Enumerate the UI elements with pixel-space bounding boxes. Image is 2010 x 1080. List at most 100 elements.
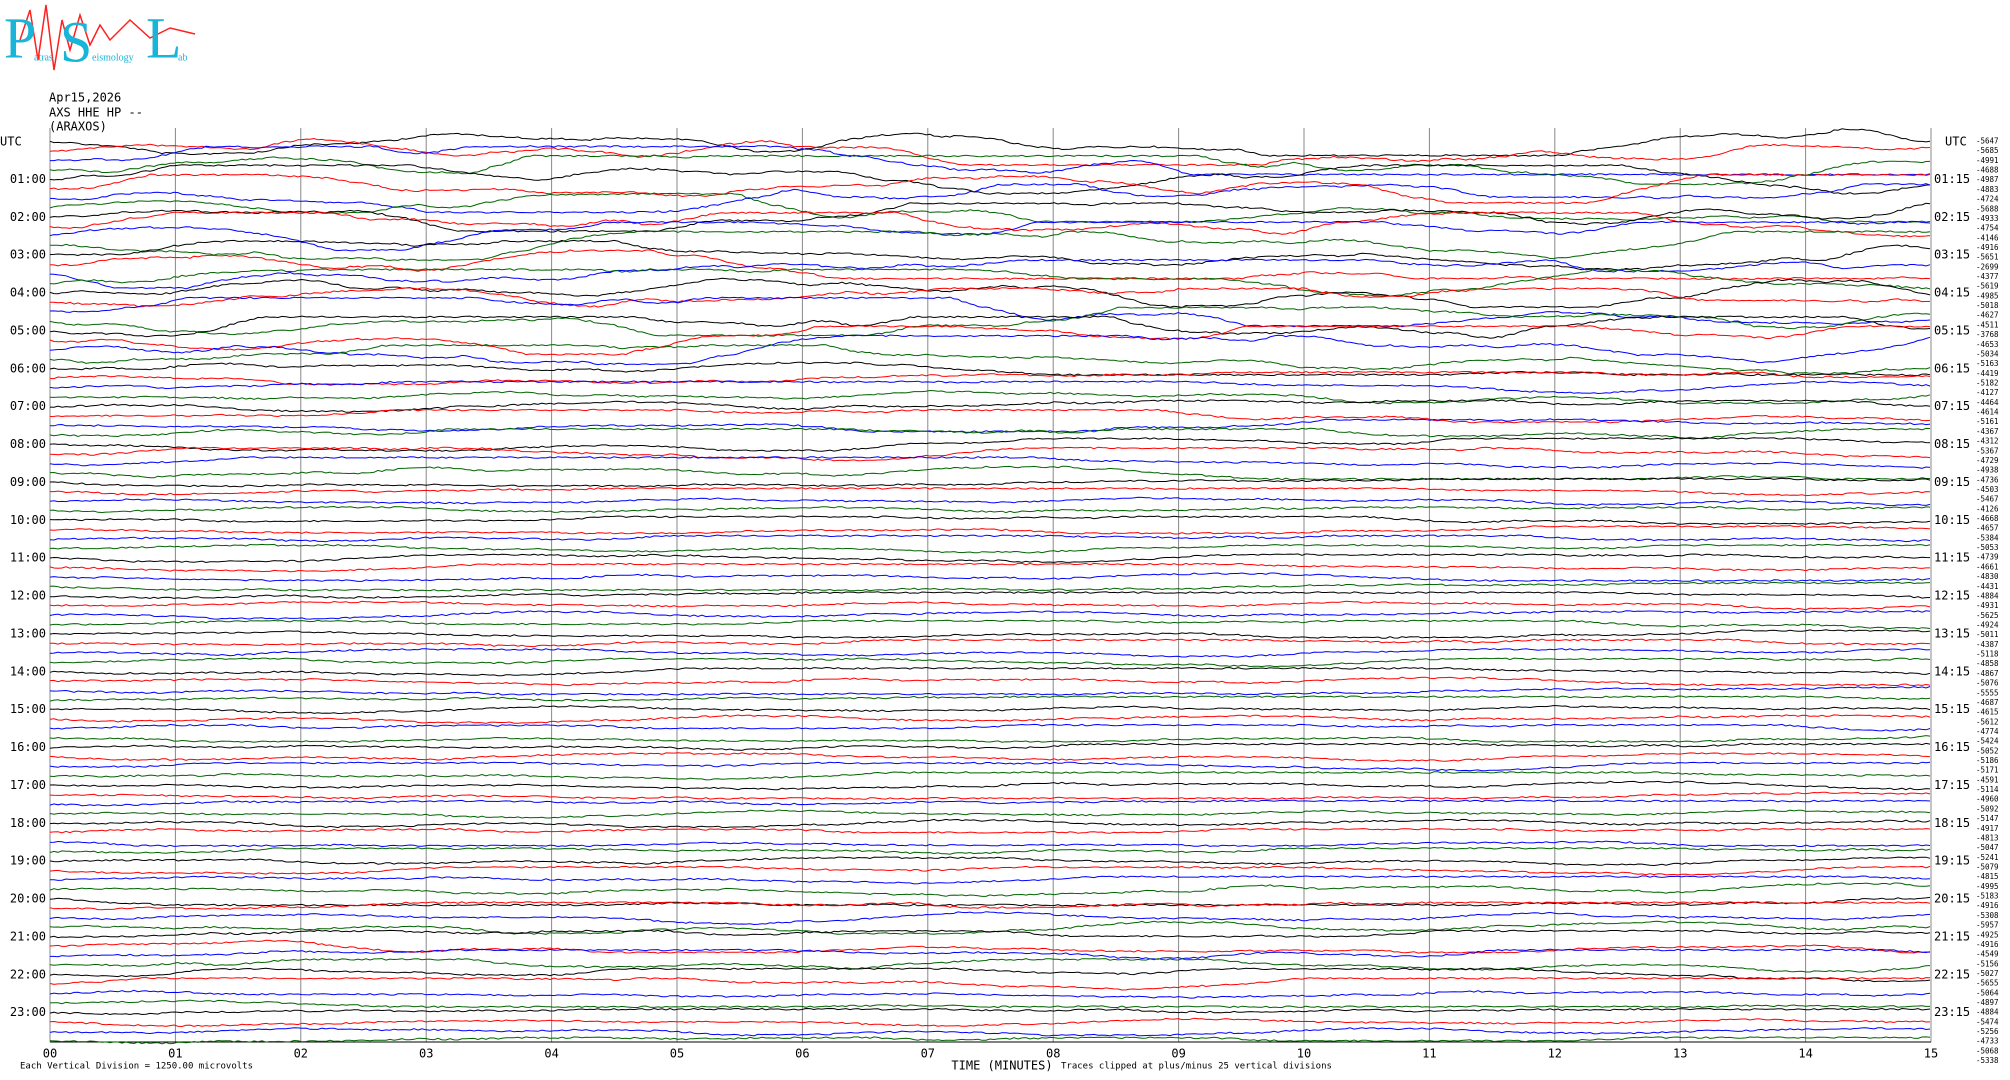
trace bbox=[49, 287, 1931, 308]
hour-label-left: 03:00 bbox=[10, 248, 46, 262]
trace bbox=[49, 685, 1931, 696]
hour-label-left: 17:00 bbox=[10, 778, 46, 792]
hour-label-left: 12:00 bbox=[10, 589, 46, 603]
traces bbox=[49, 128, 1931, 1045]
trace bbox=[49, 380, 1931, 395]
hour-label-right: 01:15 bbox=[1934, 172, 1970, 186]
trace bbox=[49, 929, 1931, 939]
trace bbox=[49, 211, 1931, 238]
trace-offset: -4511 bbox=[1976, 320, 1999, 329]
trace bbox=[49, 1027, 1931, 1037]
trace-offset: -5474 bbox=[1976, 1017, 1999, 1026]
trace-offset: -4661 bbox=[1976, 562, 1999, 571]
trace bbox=[49, 865, 1931, 876]
hour-label-left: 02:00 bbox=[10, 210, 46, 224]
trace bbox=[49, 999, 1930, 1009]
trace bbox=[49, 619, 1931, 630]
trace bbox=[49, 818, 1931, 829]
hour-label-right: 12:15 bbox=[1934, 589, 1970, 603]
trace bbox=[49, 408, 1931, 424]
trace-offset: -4924 bbox=[1976, 621, 1999, 630]
hour-label-left: 06:00 bbox=[10, 361, 46, 375]
trace bbox=[49, 465, 1930, 481]
trace bbox=[49, 1007, 1931, 1016]
trace bbox=[49, 268, 1931, 297]
utc-right: UTC bbox=[1945, 135, 1967, 149]
trace-offset: -5957 bbox=[1976, 921, 1999, 930]
trace bbox=[49, 581, 1931, 592]
trace-offset: -4960 bbox=[1976, 795, 1999, 804]
trace-offset: -5647 bbox=[1976, 137, 1999, 146]
trace-offset: -5338 bbox=[1976, 1056, 1999, 1065]
trace-offset: -4687 bbox=[1976, 698, 1999, 707]
trace-offset: -4858 bbox=[1976, 659, 1999, 668]
trace bbox=[49, 315, 1931, 339]
trace-offset: -4627 bbox=[1976, 311, 1999, 320]
trace bbox=[49, 761, 1931, 772]
trace bbox=[49, 1017, 1931, 1028]
trace-offset: -4126 bbox=[1976, 504, 1999, 513]
x-tick-label: 05 bbox=[670, 1047, 684, 1061]
hour-label-right: 15:15 bbox=[1934, 702, 1970, 716]
hour-label-left: 14:00 bbox=[10, 664, 46, 678]
trace-offset: -5555 bbox=[1976, 688, 1999, 697]
hour-label-left: 13:00 bbox=[10, 626, 46, 640]
trace-offset: -4653 bbox=[1976, 340, 1999, 349]
trace bbox=[49, 752, 1931, 762]
trace bbox=[50, 487, 1931, 497]
trace bbox=[49, 666, 1931, 677]
trace bbox=[49, 695, 1931, 702]
trace bbox=[49, 809, 1931, 819]
trace bbox=[49, 496, 1931, 507]
date: Apr15,2026 bbox=[49, 91, 121, 105]
trace-offset: -5183 bbox=[1976, 892, 1999, 901]
trace-offset: -4739 bbox=[1976, 553, 1999, 562]
hour-label-left: 04:00 bbox=[10, 286, 46, 300]
trace-offset: -4431 bbox=[1976, 582, 1999, 591]
trace bbox=[49, 676, 1931, 687]
trace-offset: -5011 bbox=[1976, 630, 1999, 639]
trace-offset: -4815 bbox=[1976, 872, 1999, 881]
hour-label-right: 02:15 bbox=[1934, 210, 1970, 224]
hour-label-left: 08:00 bbox=[10, 437, 46, 451]
trace bbox=[49, 505, 1931, 514]
x-tick-label: 03 bbox=[419, 1047, 433, 1061]
trace-offset: -5625 bbox=[1976, 611, 1999, 620]
trace bbox=[49, 249, 1931, 280]
hour-label-right: 04:15 bbox=[1934, 286, 1970, 300]
trace-offset: -5064 bbox=[1976, 988, 1999, 997]
trace-offset: -5118 bbox=[1976, 650, 1999, 659]
trace bbox=[50, 875, 1931, 885]
trace-offset: -4387 bbox=[1976, 640, 1999, 649]
trace bbox=[49, 258, 1931, 290]
trace-offset: -5114 bbox=[1976, 785, 1999, 794]
x-tick-label: 15 bbox=[1924, 1047, 1938, 1061]
trace bbox=[49, 128, 1931, 157]
trace-offset: -4916 bbox=[1976, 940, 1999, 949]
trace-offset: -3768 bbox=[1976, 330, 1999, 339]
x-tick-label: 04 bbox=[544, 1047, 558, 1061]
trace bbox=[49, 939, 1931, 954]
trace-offset: -5256 bbox=[1976, 1027, 1999, 1036]
x-tick-label: 12 bbox=[1548, 1047, 1562, 1061]
trace-offset: -2699 bbox=[1976, 262, 1999, 271]
trace bbox=[49, 840, 1931, 848]
trace bbox=[49, 856, 1931, 867]
trace bbox=[50, 230, 1931, 261]
trace bbox=[49, 791, 1931, 800]
trace-offset: -5163 bbox=[1976, 359, 1999, 368]
footer-right: Traces clipped at plus/minus 25 vertical… bbox=[1061, 1062, 1332, 1072]
trace bbox=[49, 277, 1931, 309]
trace bbox=[49, 714, 1931, 724]
hour-label-left: 15:00 bbox=[10, 702, 46, 716]
trace bbox=[49, 967, 1931, 983]
trace-offset: -4867 bbox=[1976, 669, 1999, 678]
logo-wave bbox=[19, 4, 196, 71]
trace bbox=[50, 145, 1931, 176]
utc-left: UTC bbox=[0, 135, 22, 149]
trace bbox=[49, 192, 1931, 224]
trace bbox=[49, 343, 1931, 375]
trace-offset: -4985 bbox=[1976, 291, 1999, 300]
trace-offset: -4729 bbox=[1976, 456, 1999, 465]
